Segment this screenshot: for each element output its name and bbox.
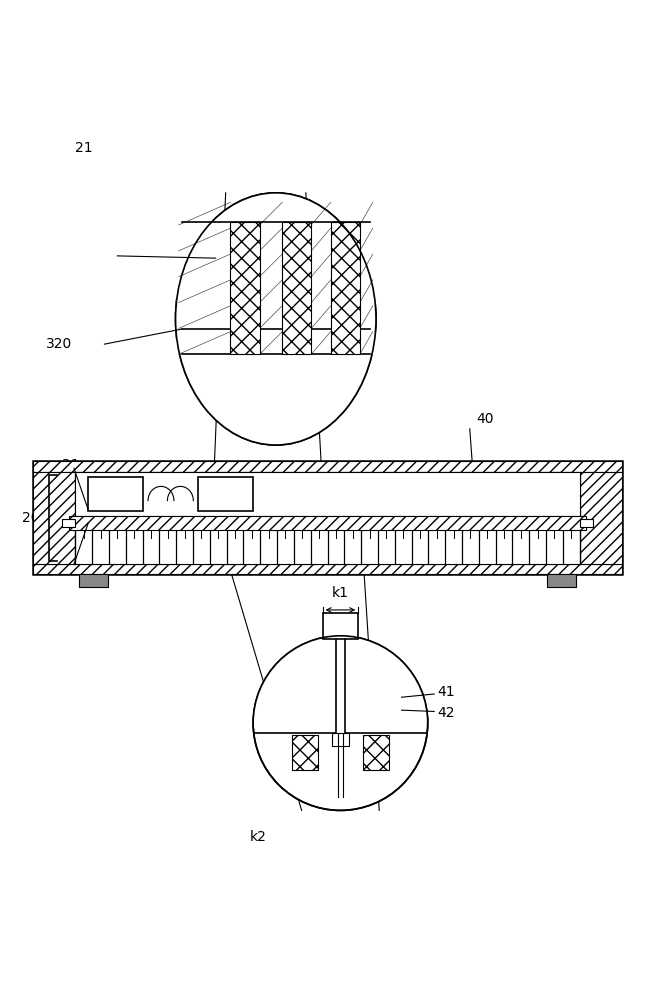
Bar <box>88 477 143 511</box>
Text: 41: 41 <box>438 685 455 699</box>
Bar <box>548 574 576 587</box>
Bar <box>176 329 376 354</box>
Bar <box>75 472 580 516</box>
Ellipse shape <box>176 193 376 445</box>
Bar <box>580 519 593 527</box>
Bar <box>62 519 75 527</box>
Bar <box>282 222 311 354</box>
Ellipse shape <box>176 193 376 445</box>
Text: 20: 20 <box>22 511 40 525</box>
Text: 40: 40 <box>476 412 494 426</box>
Wedge shape <box>253 636 428 723</box>
Circle shape <box>253 636 428 810</box>
Text: 320: 320 <box>47 337 73 351</box>
Bar <box>176 222 376 313</box>
Bar <box>75 472 580 564</box>
Text: 42: 42 <box>438 706 455 720</box>
Bar <box>332 733 348 746</box>
Bar <box>79 574 107 587</box>
Bar <box>33 564 622 574</box>
Bar <box>33 461 622 574</box>
Bar <box>231 222 259 354</box>
Bar <box>363 735 389 770</box>
Bar <box>69 516 586 530</box>
Bar <box>323 613 358 639</box>
Text: k2: k2 <box>250 830 267 844</box>
Bar <box>336 639 345 733</box>
Bar <box>331 222 360 354</box>
Bar <box>198 477 253 511</box>
Bar <box>580 472 622 564</box>
Bar <box>292 735 318 770</box>
Text: 21: 21 <box>75 141 93 155</box>
Text: k1: k1 <box>332 586 349 600</box>
Bar <box>33 472 75 564</box>
Bar <box>33 461 622 472</box>
Text: 22: 22 <box>62 564 80 578</box>
Text: 21: 21 <box>62 458 80 472</box>
